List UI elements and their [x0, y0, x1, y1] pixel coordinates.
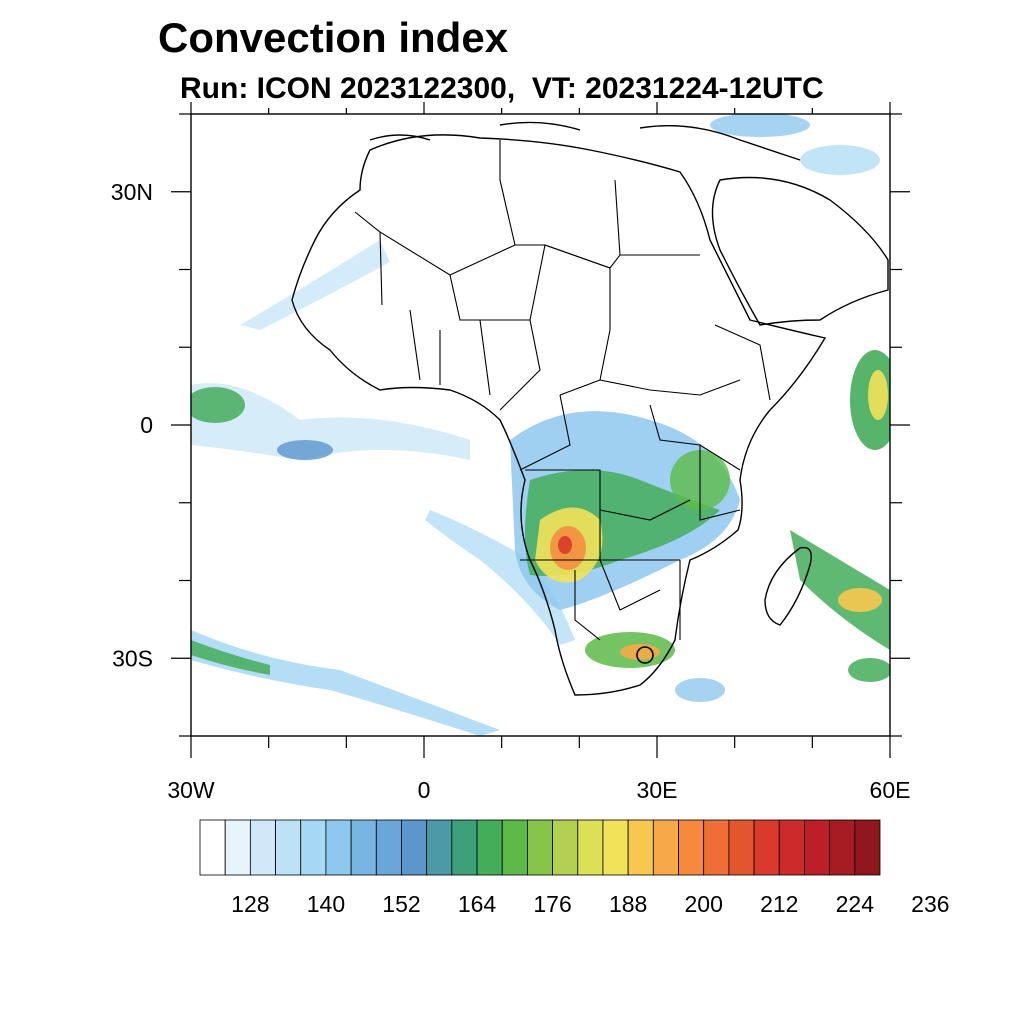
field-north-edge [710, 114, 810, 137]
field-band-north-atlantic [240, 240, 390, 330]
lon-tick-label: 30W [167, 777, 215, 803]
colorbar-bin [703, 819, 730, 876]
field-angola-max [558, 536, 572, 554]
colorbar-level-label: 236 [911, 891, 949, 917]
colorbar-bin [829, 819, 856, 876]
field-madagascar-band [790, 530, 890, 650]
lon-tick-label: 0 [418, 777, 431, 803]
colorbar-bin [577, 819, 604, 876]
colorbar-bin [224, 819, 251, 876]
colorbar-bin [501, 819, 528, 876]
colorbar-level-label: 200 [685, 891, 723, 917]
lat-tick-label: 0 [140, 412, 153, 438]
colorbar-labels: 128 140 152 164 176 188 200 212 224 236 [231, 891, 949, 917]
colorbar-bin [199, 819, 226, 876]
colorbar-bin [552, 819, 579, 876]
colorbar-bin [426, 819, 453, 876]
field-band-equatorial-atlantic [191, 383, 470, 460]
colorbar-level-label: 140 [307, 891, 345, 917]
africa-coastline [291, 134, 827, 696]
colorbar-bin [652, 819, 679, 876]
colorbar-bin [778, 819, 805, 876]
arabia-coastline [711, 176, 889, 326]
chart-title: Convection index [158, 14, 509, 61]
lat-tick-label: 30S [112, 645, 153, 671]
colorbar-bin [249, 819, 276, 876]
lon-tick-label: 30E [637, 777, 678, 803]
colorbar-level-label: 212 [760, 891, 798, 917]
lesotho-border [636, 646, 654, 664]
colorbar-bin [350, 819, 377, 876]
colorbar-bin [527, 819, 553, 876]
colorbar-level-label: 164 [458, 891, 497, 917]
field-arabian-sea-core [868, 370, 888, 420]
coastlines [291, 121, 889, 696]
colorbar-bin [854, 819, 881, 876]
lon-tick-label: 60E [870, 777, 911, 803]
colorbar-bin [325, 819, 352, 876]
field-band-far-south-atlantic [191, 630, 500, 736]
colorbar [199, 819, 881, 876]
colorbar-bin [678, 819, 705, 876]
colorbar-bin [728, 819, 755, 876]
colorbar-bin [476, 819, 503, 876]
tick-labels: 30W 0 30E 60E 30N 0 30S [111, 179, 911, 803]
chart-subtitle: Run: ICON 2023122300, VT: 20231224-12UTC [180, 72, 824, 105]
field-band-south-atlantic [425, 510, 575, 645]
field-middle-east [800, 145, 880, 175]
europe-coastline [369, 121, 801, 161]
colorbar-level-label: 188 [609, 891, 647, 917]
field-south-africa-core [620, 644, 660, 660]
country-borders [354, 140, 771, 641]
field-madagascar-core [838, 588, 882, 612]
colorbar-level-label: 128 [231, 891, 269, 917]
convection-field [191, 114, 890, 736]
lat-tick-label: 30N [111, 179, 153, 205]
colorbar-bin [451, 819, 478, 876]
colorbar-bin [275, 819, 302, 876]
colorbar-bin [602, 819, 629, 876]
madagascar-coastline [764, 546, 812, 626]
field-strip-south-atlantic [191, 640, 270, 675]
colorbar-bin [804, 819, 831, 876]
field-natal-coast [675, 678, 725, 702]
axis-ticks [171, 102, 910, 758]
colorbar-level-label: 224 [836, 891, 875, 917]
field-blob-gulf-guinea [277, 440, 333, 460]
field-south-indian [848, 658, 890, 682]
field-blob-west-atlantic [191, 387, 245, 423]
colorbar-level-label: 152 [382, 891, 420, 917]
colorbar-bin [401, 819, 428, 876]
colorbar-level-label: 176 [533, 891, 571, 917]
colorbar-bin [300, 819, 327, 876]
colorbar-bin [627, 819, 654, 876]
colorbar-bin [753, 819, 780, 876]
colorbar-bin [375, 819, 402, 876]
